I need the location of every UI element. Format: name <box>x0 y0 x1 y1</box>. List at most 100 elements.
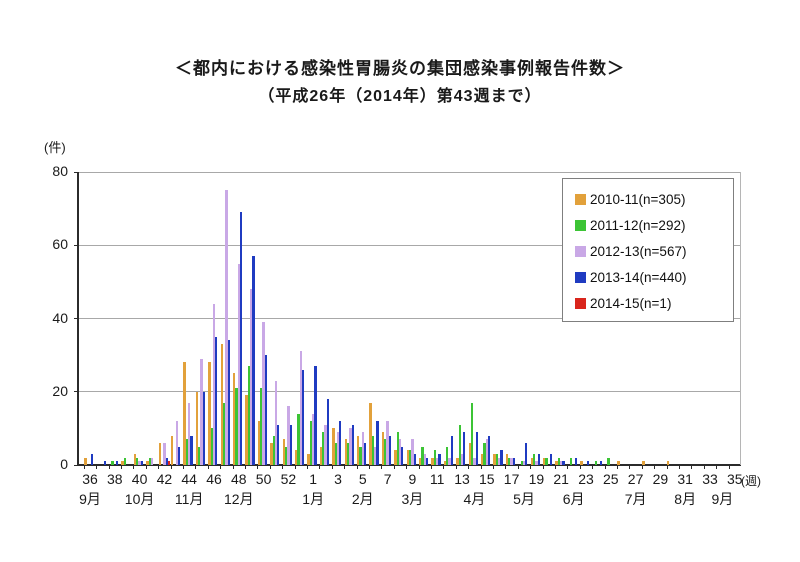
bar-2013-14-w1 <box>301 369 305 465</box>
legend-label: 2012-13(n=567) <box>590 243 687 259</box>
bar-2011-12-w39 <box>123 457 127 465</box>
bar-2010-11-w36 <box>84 457 87 465</box>
bar-2011-12-w6 <box>359 446 362 465</box>
bar-2010-11-w12 <box>431 457 434 465</box>
x-tick-label: 35 <box>727 471 743 487</box>
x-tick-label: 42 <box>156 471 173 487</box>
y-tick-label: 80 <box>52 163 68 179</box>
x-tick-label: 13 <box>454 471 470 487</box>
bar-2013-14-w16 <box>487 435 491 465</box>
month-label: 4月 <box>463 491 486 507</box>
bar-2012-13-w42 <box>163 443 166 465</box>
legend-item: 2012-13(n=567) <box>575 238 733 264</box>
month-label: 3月 <box>401 491 424 507</box>
bar-2013-14-w25 <box>599 461 602 465</box>
bar-2011-12-w21 <box>545 457 548 465</box>
bar-2011-12-w20 <box>532 454 536 465</box>
bar-2011-12-w44 <box>185 439 189 465</box>
bar-2010-11-w3 <box>319 446 323 465</box>
x-axis-tick <box>666 465 668 469</box>
y-axis-tick <box>74 318 78 319</box>
x-tick-label: 19 <box>528 471 545 487</box>
bar-2013-14-w8 <box>388 435 392 465</box>
bar-2013-14-w9 <box>401 446 404 465</box>
bar-2013-14-w47 <box>227 340 230 465</box>
bar-2010-11-w39 <box>121 461 124 465</box>
x-tick-label: 23 <box>578 471 594 487</box>
bar-2010-11-w20 <box>530 457 533 465</box>
bar-2011-12-w41 <box>148 457 151 465</box>
bar-2013-14-w38 <box>115 461 119 465</box>
x-tick-label: 5 <box>358 471 367 487</box>
bar-2010-11-w45 <box>195 391 199 465</box>
x-tick-label: 9 <box>408 471 417 487</box>
bar-2010-11-w43 <box>171 435 174 465</box>
x-axis-tick <box>542 465 544 469</box>
x-axis-tick <box>716 465 718 469</box>
bar-2011-12-w1 <box>297 413 300 465</box>
bar-2010-11-w41 <box>146 461 149 465</box>
x-axis-tick <box>517 465 519 469</box>
bar-2011-12-w12 <box>433 450 437 465</box>
bar-2011-12-w13 <box>446 446 449 465</box>
month-label: 10月 <box>124 491 155 507</box>
bar-2011-12-w23 <box>570 457 573 465</box>
x-axis-tick <box>96 465 98 469</box>
legend-item: 2011-12(n=292) <box>575 212 733 238</box>
bar-2012-13-w13 <box>448 457 451 465</box>
bar-2013-14-w37 <box>103 461 106 465</box>
bar-2013-14-w36 <box>91 454 94 465</box>
bar-2013-14-w21 <box>549 454 553 465</box>
bar-2011-12-w22 <box>557 457 561 465</box>
bar-2011-12-w14 <box>458 424 461 465</box>
bar-2012-13-w48 <box>237 263 240 465</box>
bar-2010-11-w44 <box>183 362 186 465</box>
x-axis-tick <box>331 465 333 469</box>
x-axis-tick <box>133 465 135 469</box>
bar-2011-12-w15 <box>470 402 474 465</box>
legend-swatch-icon <box>575 245 586 257</box>
x-tick-label: 48 <box>231 471 247 487</box>
bar-2010-11-w40 <box>133 454 137 465</box>
x-tick-label: 40 <box>131 471 148 487</box>
x-tick-label: 3 <box>334 471 342 487</box>
bar-2013-14-w42 <box>165 457 168 465</box>
y-tick-label: 0 <box>60 456 68 472</box>
bar-2013-14-w7 <box>376 421 379 465</box>
month-label: 6月 <box>562 491 585 507</box>
bar-2010-11-w27 <box>617 461 620 465</box>
legend-label: 2014-15(n=1) <box>590 295 672 311</box>
month-label: 8月 <box>674 491 697 507</box>
x-axis-tick <box>505 465 507 469</box>
x-axis-tick <box>592 465 594 469</box>
bar-2012-13-w44 <box>188 402 191 465</box>
legend-swatch-icon <box>575 271 586 283</box>
bar-2010-11-w14 <box>456 457 459 465</box>
bar-2010-11-w6 <box>357 435 360 465</box>
bar-2010-11-w22 <box>555 461 558 465</box>
bar-2012-13-w47 <box>225 190 228 465</box>
bar-2011-12-w25 <box>594 461 598 465</box>
x-tick-label: 11 <box>429 471 445 487</box>
x-axis-tick <box>381 465 383 469</box>
x-tick-label: 31 <box>677 471 693 487</box>
x-axis-tick <box>220 465 222 469</box>
bar-2011-12-w10 <box>408 450 412 465</box>
bar-2010-11-w51 <box>270 443 273 465</box>
bar-2012-13-w50 <box>262 322 265 465</box>
x-axis-tick <box>641 465 643 469</box>
chart-title-line1: ＜都内における感染性胃腸炎の集団感染事例報告件数＞ <box>175 59 625 78</box>
bar-2012-13-w6 <box>361 432 364 465</box>
bar-2011-12-w9 <box>396 432 399 465</box>
bar-2012-13-w49 <box>250 289 253 465</box>
y-axis-tick <box>74 464 78 466</box>
bar-2012-13-w1 <box>299 351 302 465</box>
bar-2013-14-w2 <box>314 366 317 465</box>
x-tick-label: 21 <box>553 471 569 487</box>
bar-2010-11-w21 <box>543 457 546 465</box>
x-tick-label: 46 <box>206 471 222 487</box>
x-axis-tick <box>679 465 680 469</box>
bar-2010-11-w42 <box>158 443 161 465</box>
y-tick-label: 40 <box>52 309 68 326</box>
